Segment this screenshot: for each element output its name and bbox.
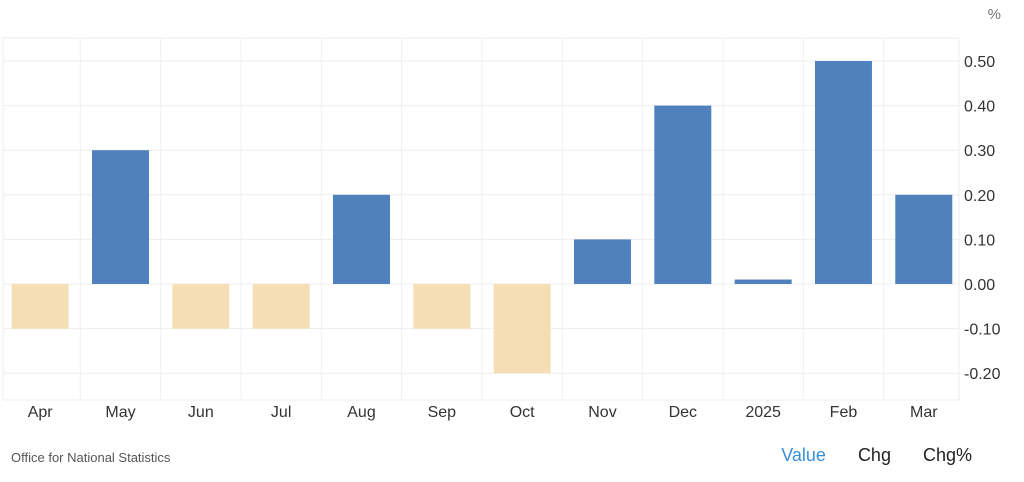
bar-may[interactable]	[91, 150, 149, 284]
x-tick-label: Feb	[830, 404, 858, 421]
x-tick-label: Aug	[347, 404, 375, 421]
bar-jun[interactable]	[172, 284, 230, 329]
x-tick-label: Apr	[28, 404, 54, 421]
chart-footer: Office for National Statistics Value Chg…	[0, 436, 1024, 476]
unit-label: %	[988, 6, 1001, 23]
y-tick-label: 0.50	[964, 54, 995, 71]
y-tick-label: -0.20	[964, 366, 1001, 383]
x-tick-label: Sep	[428, 404, 457, 421]
y-tick-label: 0.20	[964, 188, 995, 205]
x-tick-label: Dec	[669, 404, 697, 421]
x-axis-tick-labels: Apr May Jun Jul Aug Sep Oct Nov Dec 2025 Feb Mar	[28, 404, 939, 421]
y-tick-label: 0.40	[964, 99, 995, 116]
source-label: Office for National Statistics	[11, 450, 171, 465]
bar-sep[interactable]	[413, 284, 471, 329]
y-tick-label: -0.10	[964, 322, 1001, 339]
x-tick-label: Oct	[510, 404, 535, 421]
x-tick-label: Nov	[588, 404, 616, 421]
tab-value[interactable]: Value	[781, 445, 826, 465]
bar-dec[interactable]	[654, 105, 712, 284]
bar-mar[interactable]	[895, 194, 953, 284]
bars	[11, 61, 953, 374]
tab-chg-percent[interactable]: Chg%	[922, 445, 972, 465]
bar-apr[interactable]	[11, 284, 69, 329]
x-tick-label: May	[105, 404, 135, 421]
bar-oct[interactable]	[493, 284, 551, 374]
bar-feb[interactable]	[814, 61, 872, 284]
plot-area	[2, 37, 960, 401]
x-tick-label: Mar	[910, 404, 938, 421]
x-tick-label: Jun	[188, 404, 214, 421]
bar-aug[interactable]	[332, 194, 390, 284]
view-tabs: Value Chg Chg%	[749, 445, 972, 466]
y-axis-tick-labels: 0.50 0.40 0.30 0.20 0.10 0.00 -0.10 -0.20	[964, 54, 1001, 383]
bar-jul[interactable]	[252, 284, 310, 329]
horizontal-gridlines	[3, 60, 959, 374]
x-tick-label: Jul	[271, 404, 291, 421]
y-tick-label: 0.00	[964, 277, 995, 294]
y-tick-label: 0.30	[964, 143, 995, 160]
bar-nov[interactable]	[573, 239, 631, 284]
x-tick-label: 2025	[745, 404, 781, 421]
vertical-gridlines	[79, 38, 885, 400]
bar-2025[interactable]	[734, 279, 792, 284]
bar-chart: Apr May Jun Jul Aug Sep Oct Nov Dec 2025 Feb Mar 0.…	[2, 6, 1001, 421]
y-tick-label: 0.10	[964, 232, 995, 249]
tab-chg[interactable]: Chg	[857, 445, 891, 465]
